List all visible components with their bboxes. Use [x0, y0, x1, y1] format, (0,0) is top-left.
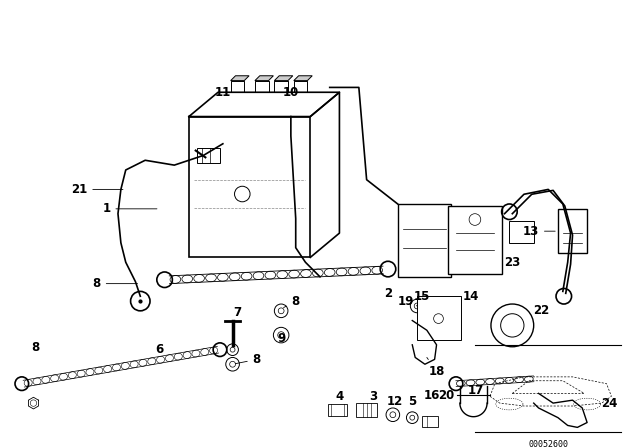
Text: 8: 8: [236, 353, 261, 366]
Text: 14: 14: [462, 290, 479, 303]
Ellipse shape: [486, 379, 494, 384]
Ellipse shape: [515, 377, 524, 383]
Ellipse shape: [372, 267, 383, 274]
Bar: [328, 404, 347, 416]
Ellipse shape: [218, 273, 228, 281]
Text: 18: 18: [427, 358, 445, 378]
Ellipse shape: [312, 269, 323, 277]
Polygon shape: [230, 76, 249, 81]
Ellipse shape: [360, 267, 371, 275]
Text: 17: 17: [467, 384, 484, 397]
Ellipse shape: [324, 268, 335, 276]
Ellipse shape: [476, 379, 484, 385]
Ellipse shape: [51, 375, 59, 382]
Ellipse shape: [130, 361, 138, 368]
Ellipse shape: [60, 373, 67, 380]
Ellipse shape: [241, 272, 252, 280]
Ellipse shape: [524, 376, 533, 382]
Bar: [417, 296, 461, 340]
Ellipse shape: [77, 370, 85, 377]
Ellipse shape: [95, 367, 103, 374]
Text: 3: 3: [369, 390, 378, 403]
Ellipse shape: [157, 356, 164, 363]
Ellipse shape: [183, 352, 191, 358]
Ellipse shape: [113, 364, 120, 371]
Ellipse shape: [104, 366, 111, 372]
Bar: [189, 116, 310, 258]
Bar: [356, 403, 378, 417]
Ellipse shape: [209, 347, 218, 354]
Ellipse shape: [229, 273, 240, 280]
Polygon shape: [294, 76, 312, 81]
Text: 22: 22: [533, 304, 550, 317]
Ellipse shape: [201, 349, 209, 355]
Ellipse shape: [174, 353, 182, 360]
Text: 1: 1: [102, 202, 157, 215]
Text: 4: 4: [335, 390, 344, 403]
Text: 8: 8: [31, 341, 40, 354]
Ellipse shape: [205, 274, 216, 282]
Ellipse shape: [456, 380, 465, 386]
Ellipse shape: [139, 359, 147, 366]
Text: 21: 21: [71, 183, 123, 196]
Text: 8: 8: [284, 295, 300, 308]
Text: 16: 16: [424, 389, 440, 402]
Ellipse shape: [192, 350, 200, 357]
Ellipse shape: [182, 275, 193, 283]
Ellipse shape: [505, 377, 514, 383]
Ellipse shape: [348, 267, 359, 275]
Text: 7: 7: [234, 306, 241, 319]
Text: 11: 11: [215, 86, 231, 99]
Ellipse shape: [33, 378, 41, 385]
Text: 8: 8: [92, 277, 138, 290]
Bar: [422, 416, 438, 427]
Ellipse shape: [170, 276, 180, 283]
Ellipse shape: [24, 379, 32, 386]
Ellipse shape: [194, 275, 204, 282]
Text: 19: 19: [397, 295, 417, 308]
Ellipse shape: [265, 271, 276, 279]
Ellipse shape: [277, 271, 287, 279]
Bar: [558, 209, 587, 253]
Ellipse shape: [336, 268, 347, 276]
Ellipse shape: [121, 362, 129, 369]
Polygon shape: [255, 76, 273, 81]
Text: 15: 15: [414, 290, 430, 303]
Text: 23: 23: [504, 256, 520, 269]
Ellipse shape: [165, 355, 173, 362]
Text: 10: 10: [283, 86, 299, 99]
Ellipse shape: [253, 272, 264, 280]
Text: 2: 2: [384, 287, 392, 300]
Bar: [196, 148, 220, 163]
Bar: [509, 221, 534, 243]
Ellipse shape: [68, 372, 76, 379]
Text: 20: 20: [438, 389, 454, 402]
Text: 24: 24: [601, 396, 618, 409]
Text: 5: 5: [408, 395, 417, 408]
Bar: [397, 204, 451, 277]
Ellipse shape: [289, 270, 300, 278]
Text: 9: 9: [277, 332, 285, 345]
Ellipse shape: [86, 369, 94, 375]
Ellipse shape: [301, 270, 311, 277]
Ellipse shape: [466, 380, 475, 386]
Text: 00052600: 00052600: [528, 440, 568, 448]
Polygon shape: [275, 76, 293, 81]
Text: 13: 13: [523, 225, 555, 238]
Ellipse shape: [495, 378, 504, 384]
Ellipse shape: [42, 376, 50, 383]
Text: 6: 6: [156, 343, 164, 356]
Ellipse shape: [148, 358, 156, 365]
Text: 12: 12: [387, 395, 403, 408]
Bar: [448, 206, 502, 274]
